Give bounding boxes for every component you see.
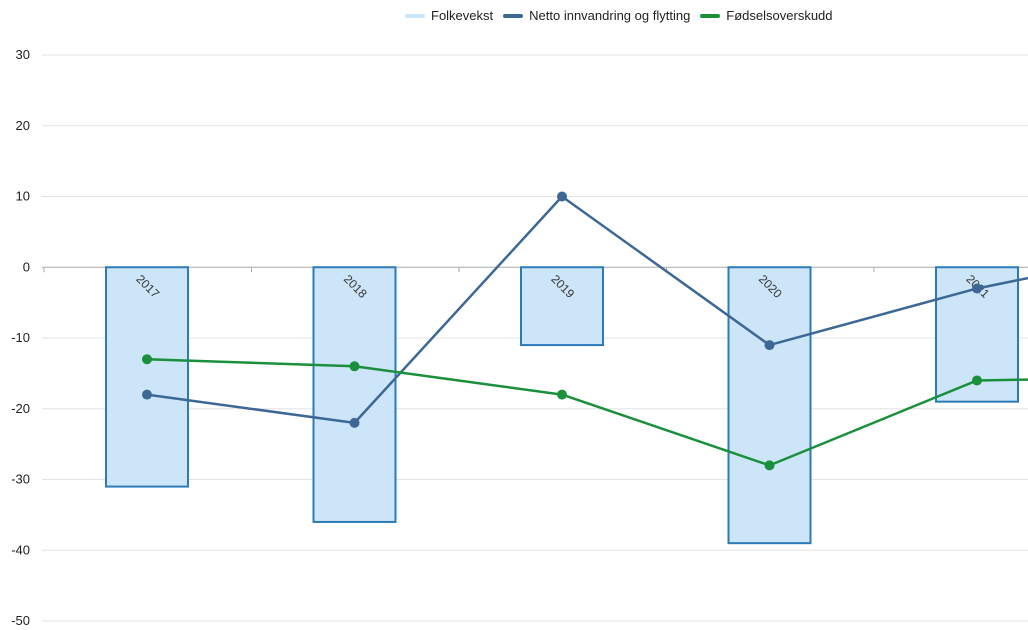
point-fodsel-2017: [142, 354, 152, 365]
legend-item-folkevekst[interactable]: Folkevekst: [405, 8, 493, 23]
bar-2019: [520, 266, 604, 347]
y-tick-label: 30: [16, 47, 30, 62]
point-netto-2021: [972, 283, 982, 294]
y-tick-label: 20: [16, 118, 30, 133]
y-tick-label: -30: [11, 472, 30, 487]
point-fodsel-2018: [349, 361, 360, 372]
legend-swatch-folkevekst: [405, 13, 425, 18]
y-tick-label: -40: [11, 542, 30, 557]
y-tick-label: -50: [11, 613, 30, 628]
legend-label-netto-innvandring: Netto innvandring og flytting: [529, 8, 691, 23]
point-netto-2020: [764, 340, 775, 351]
line-fodsel: [146, 357, 1028, 467]
point-fodsel-2021: [972, 375, 982, 386]
legend-item-netto-innvandring[interactable]: Netto innvandring og flytting: [503, 8, 690, 23]
legend-label-folkevekst: Folkevekst: [431, 8, 494, 23]
y-tick-label: 10: [16, 189, 30, 204]
bar-2017: [105, 266, 189, 488]
bar-2020: [727, 266, 812, 545]
point-fodsel-2020: [764, 460, 775, 471]
legend-swatch-fodselsoverskudd: [700, 13, 721, 18]
point-fodsel-2019: [557, 389, 567, 400]
y-tick-label: -10: [11, 330, 30, 345]
legend-item-fodselsoverskudd[interactable]: Fødselsoverskudd: [700, 8, 833, 23]
y-tick-label: 0: [23, 259, 30, 274]
y-tick-label: -20: [11, 401, 30, 416]
point-netto-2018: [349, 417, 360, 428]
legend-label-fodselsoverskudd: Fødselsoverskudd: [726, 8, 833, 23]
point-netto-2017: [142, 389, 152, 400]
legend: Folkevekst Netto innvandring og flytting…: [405, 8, 833, 23]
line-netto: [146, 195, 1028, 425]
legend-swatch-netto-innvandring: [503, 13, 524, 18]
bar-2018: [312, 266, 397, 523]
point-netto-2019: [557, 191, 567, 202]
